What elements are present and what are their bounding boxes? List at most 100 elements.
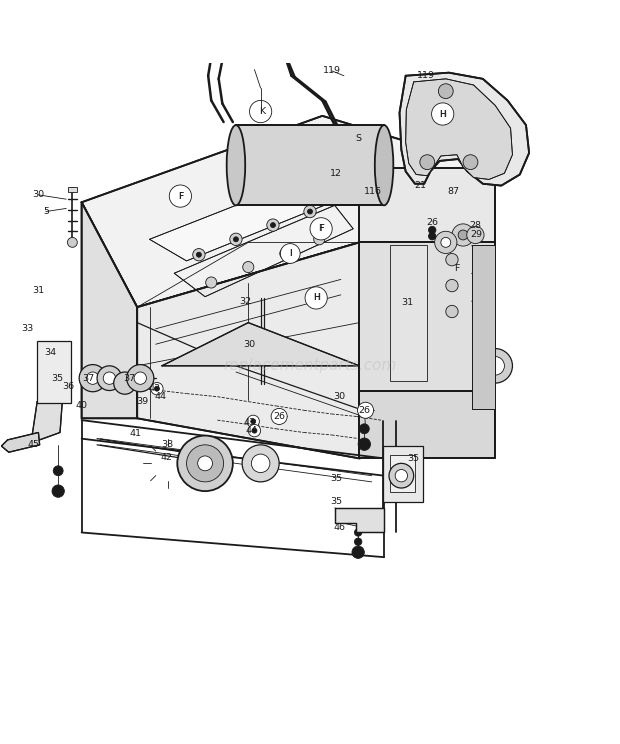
Text: 30: 30 <box>244 340 255 349</box>
Text: 119: 119 <box>417 71 435 80</box>
Circle shape <box>193 248 205 261</box>
Polygon shape <box>31 391 63 443</box>
Text: 30: 30 <box>32 190 45 199</box>
Circle shape <box>314 234 325 245</box>
Text: 42: 42 <box>161 452 173 462</box>
Polygon shape <box>137 243 360 458</box>
Polygon shape <box>335 508 384 533</box>
Text: H: H <box>312 293 320 302</box>
Polygon shape <box>399 73 529 185</box>
Circle shape <box>197 252 202 257</box>
Circle shape <box>68 237 78 247</box>
Text: 44: 44 <box>154 392 167 401</box>
Circle shape <box>126 365 154 392</box>
Text: 31: 31 <box>402 298 414 307</box>
Circle shape <box>360 424 370 434</box>
Text: 21: 21 <box>414 181 426 190</box>
Text: 38: 38 <box>161 440 173 449</box>
Circle shape <box>280 248 291 259</box>
Text: S: S <box>355 134 361 143</box>
Circle shape <box>310 218 332 240</box>
Circle shape <box>432 103 454 125</box>
Circle shape <box>304 205 316 218</box>
Circle shape <box>428 233 436 240</box>
Circle shape <box>104 372 115 385</box>
Circle shape <box>87 372 99 385</box>
Polygon shape <box>82 202 137 418</box>
Circle shape <box>271 408 287 425</box>
Circle shape <box>463 155 478 170</box>
Circle shape <box>478 348 513 383</box>
Circle shape <box>406 304 421 319</box>
Circle shape <box>187 445 224 482</box>
Circle shape <box>452 224 474 246</box>
Text: 40: 40 <box>76 401 87 410</box>
Polygon shape <box>1 432 40 452</box>
Text: 116: 116 <box>364 187 382 196</box>
Text: 35: 35 <box>330 497 342 506</box>
Circle shape <box>53 466 63 475</box>
Circle shape <box>198 456 213 471</box>
Circle shape <box>358 403 374 418</box>
Polygon shape <box>360 391 495 458</box>
Circle shape <box>352 546 365 559</box>
Circle shape <box>70 187 75 193</box>
Circle shape <box>446 305 458 318</box>
Circle shape <box>97 366 122 391</box>
Circle shape <box>305 287 327 309</box>
Text: 41: 41 <box>130 429 142 438</box>
Text: 87: 87 <box>447 187 459 196</box>
Text: F: F <box>178 192 183 201</box>
Text: 43: 43 <box>148 384 161 393</box>
Text: 30: 30 <box>334 392 346 401</box>
Bar <box>383 446 423 501</box>
Polygon shape <box>360 168 495 243</box>
Polygon shape <box>162 323 360 366</box>
Circle shape <box>267 219 279 231</box>
Circle shape <box>428 226 436 234</box>
Circle shape <box>113 372 136 394</box>
Ellipse shape <box>375 125 393 205</box>
Text: 37: 37 <box>124 373 136 382</box>
Circle shape <box>441 237 451 247</box>
Text: I: I <box>289 249 291 258</box>
Text: 35: 35 <box>330 474 342 483</box>
Circle shape <box>435 231 457 254</box>
Circle shape <box>389 464 414 488</box>
Circle shape <box>446 254 458 266</box>
Text: 31: 31 <box>32 286 45 295</box>
Text: 32: 32 <box>239 297 251 306</box>
Text: H: H <box>440 109 446 118</box>
Polygon shape <box>405 79 513 179</box>
Polygon shape <box>236 125 384 205</box>
Circle shape <box>134 372 146 385</box>
Text: 35: 35 <box>407 454 420 463</box>
Circle shape <box>242 445 279 482</box>
Circle shape <box>247 415 259 428</box>
Text: H: H <box>313 293 319 302</box>
Circle shape <box>251 454 270 472</box>
Text: F: F <box>319 224 324 234</box>
Circle shape <box>446 280 458 292</box>
Text: 26: 26 <box>273 412 285 421</box>
Text: F: F <box>454 264 459 273</box>
Circle shape <box>406 252 421 267</box>
Circle shape <box>169 185 192 207</box>
Circle shape <box>79 365 106 392</box>
Circle shape <box>308 209 312 214</box>
Text: 29: 29 <box>471 231 482 240</box>
Polygon shape <box>149 171 347 261</box>
Text: 39: 39 <box>136 397 148 406</box>
Circle shape <box>250 419 255 424</box>
Circle shape <box>234 237 239 242</box>
Circle shape <box>458 230 468 240</box>
Circle shape <box>252 428 257 433</box>
Text: 119: 119 <box>322 66 340 75</box>
Circle shape <box>230 233 242 246</box>
Circle shape <box>406 278 421 293</box>
Text: 46: 46 <box>334 523 345 532</box>
Polygon shape <box>360 243 495 391</box>
Bar <box>68 187 77 192</box>
Text: H: H <box>439 109 446 118</box>
Text: 12: 12 <box>330 169 342 178</box>
